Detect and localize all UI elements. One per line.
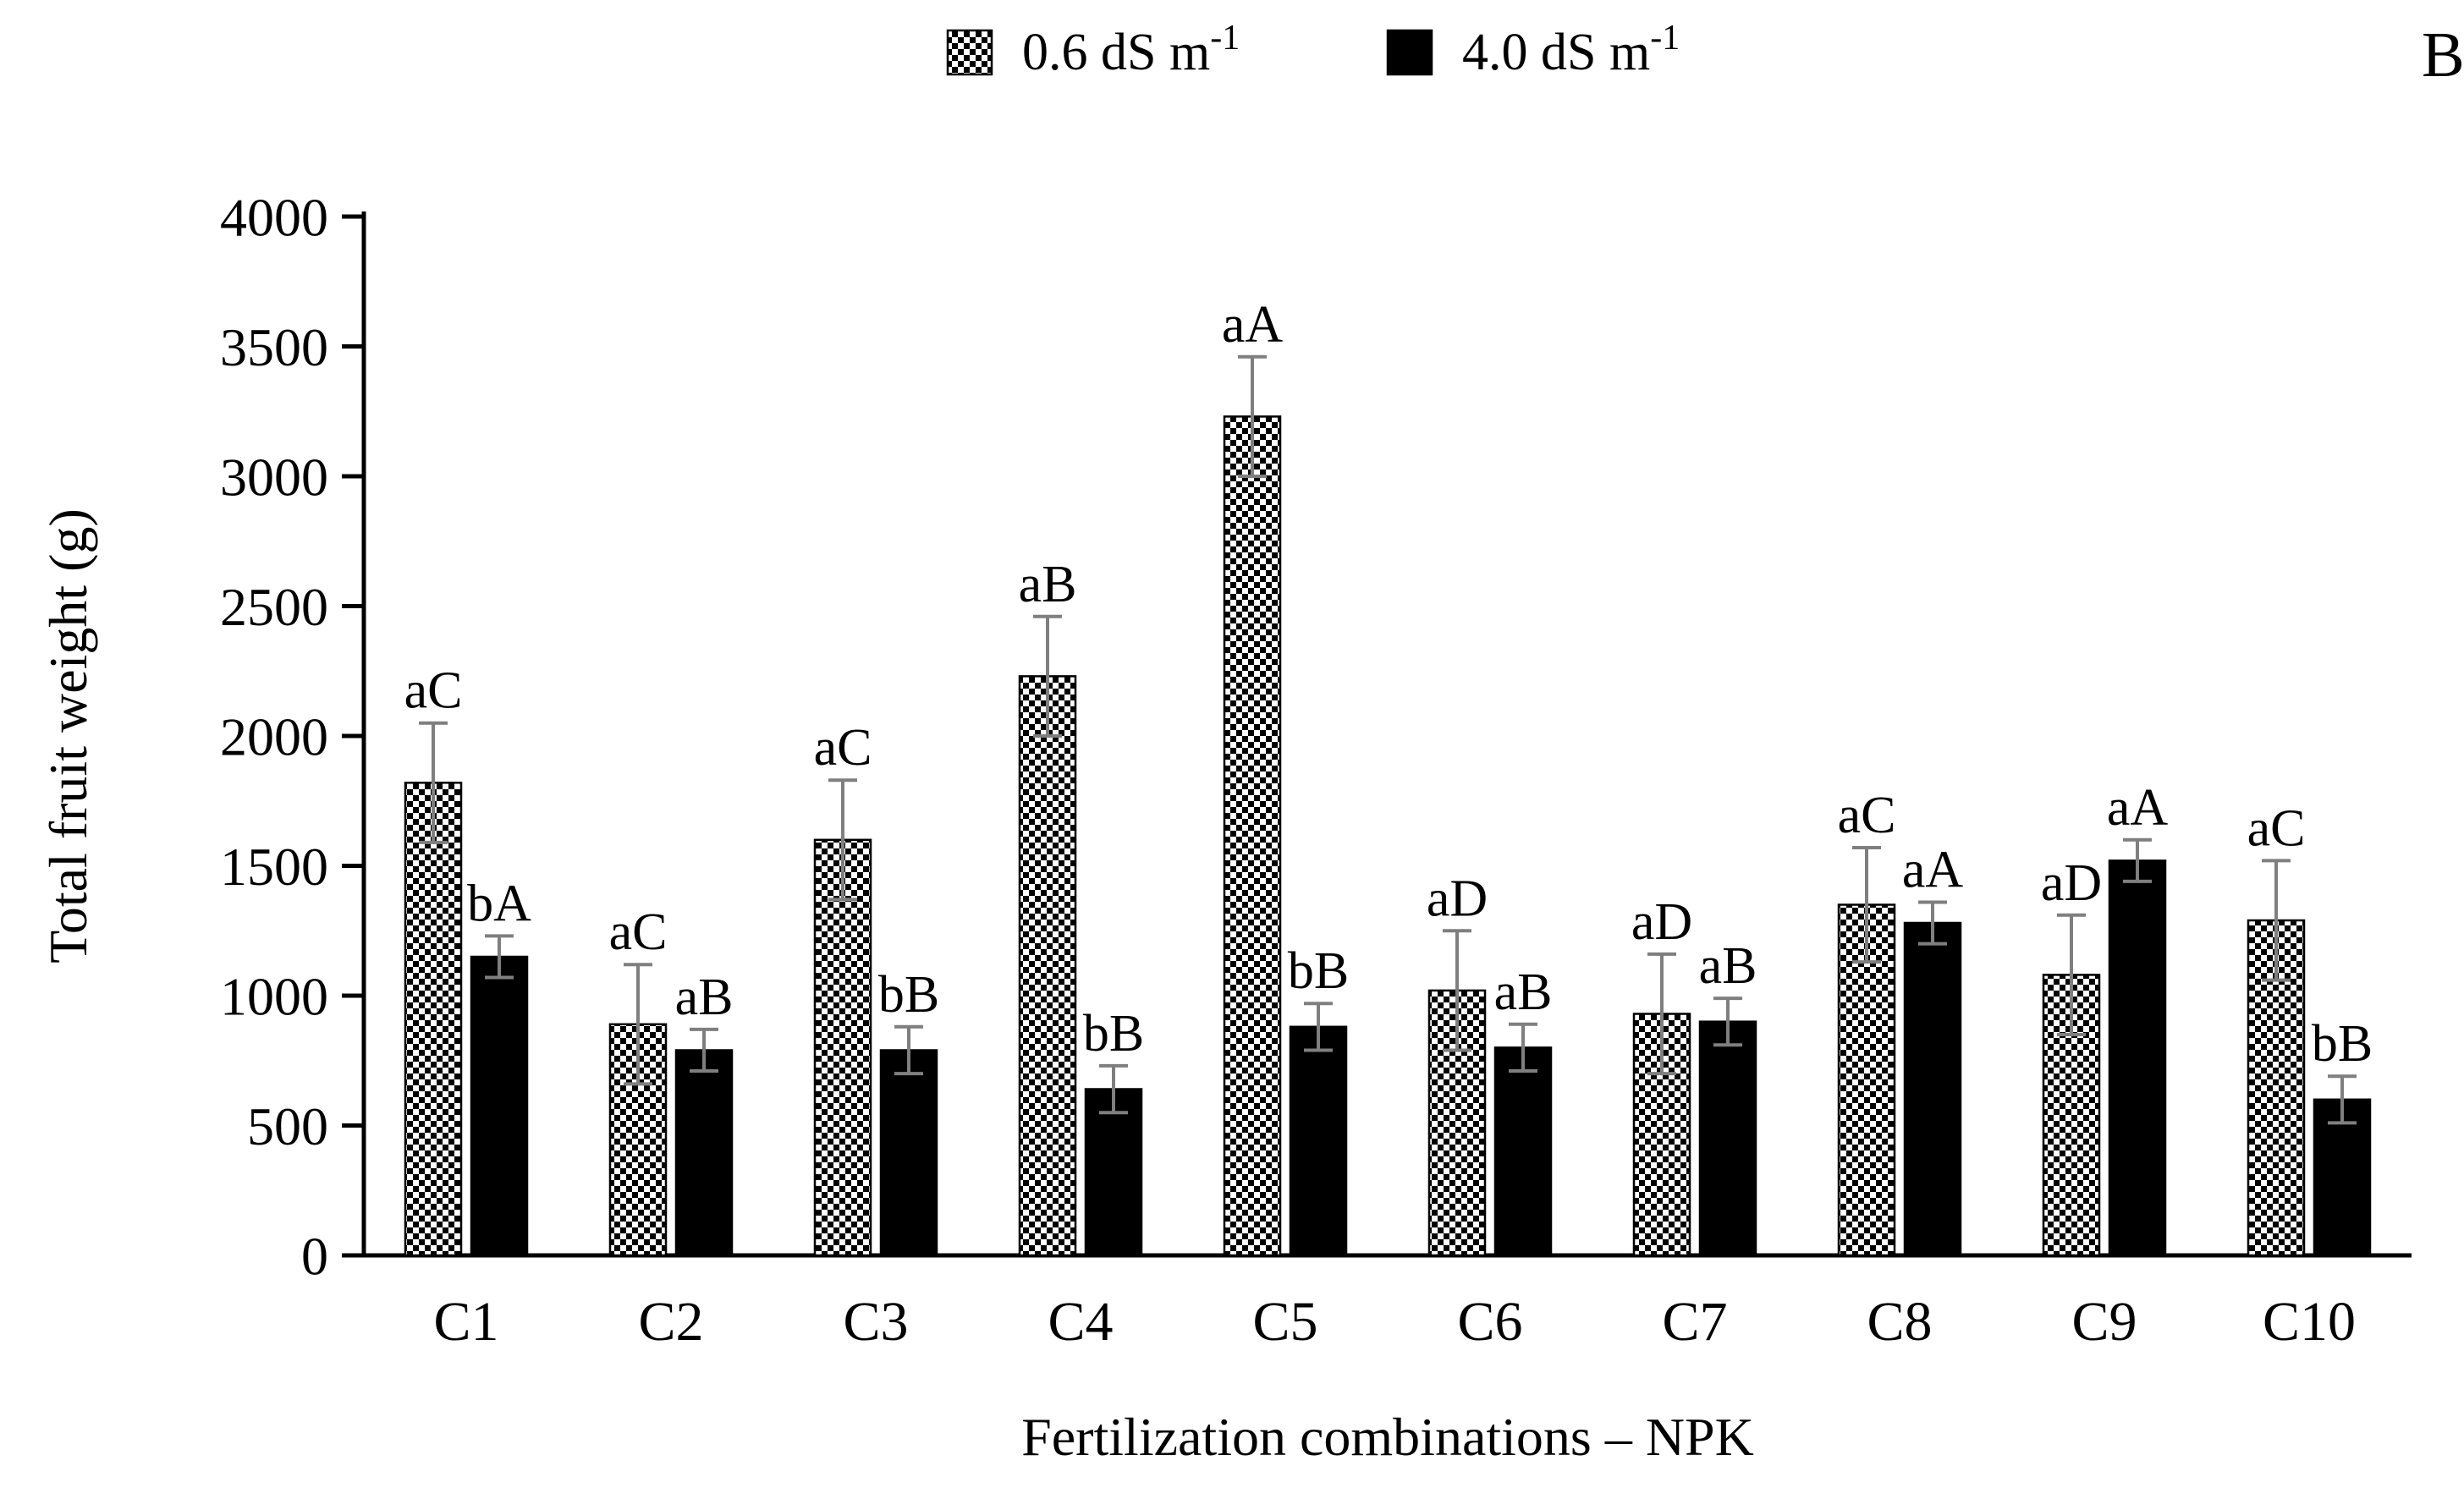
legend-label: 4.0 dS m-1 <box>1462 19 1680 81</box>
x-category-label: C2 <box>638 1291 703 1353</box>
significance-label: bB <box>878 966 939 1024</box>
x-category-label: C1 <box>433 1291 498 1353</box>
bar-solid-C2 <box>674 1049 734 1257</box>
x-category-label: C4 <box>1048 1291 1113 1353</box>
x-axis-title: Fertilization combinations – NPK <box>1021 1407 1754 1467</box>
bar-checkered-C4 <box>1018 675 1077 1257</box>
bar-checkered-C3 <box>813 838 872 1257</box>
significance-label: aD <box>1427 870 1488 927</box>
y-tick-label: 1000 <box>220 966 328 1026</box>
y-tick-label: 500 <box>247 1096 328 1156</box>
bar-chart-svg: 0 500 1000 1500 2000 2500 3000 3500 4000 C1 aC bA C2… <box>38 19 2412 1467</box>
significance-label: bB <box>1083 1005 1144 1062</box>
legend-swatch-solid <box>1386 29 1433 76</box>
y-tick-label: 1500 <box>220 837 328 897</box>
bar-solid-C9 <box>2108 859 2167 1257</box>
y-tick-label: 4000 <box>220 187 328 247</box>
significance-label: aA <box>2107 779 2169 837</box>
significance-label: bB <box>1288 942 1349 1000</box>
significance-label: aB <box>1699 937 1757 995</box>
significance-label: aC <box>814 719 872 777</box>
significance-label: aC <box>609 903 668 961</box>
y-tick-label: 3500 <box>220 317 328 377</box>
significance-label: aD <box>1631 893 1692 951</box>
significance-label: bB <box>2312 1015 2373 1073</box>
y-tick-label: 2000 <box>220 706 328 766</box>
significance-label: aC <box>404 662 463 720</box>
bar-checkered-C5 <box>1223 415 1282 1257</box>
bar-chart-figure: 0 500 1000 1500 2000 2500 3000 3500 4000 C1 aC bA C2… <box>34 14 2464 1485</box>
bar-solid-C10 <box>2313 1098 2372 1257</box>
bar-solid-C7 <box>1698 1020 1757 1257</box>
x-category-label: C8 <box>1867 1291 1932 1353</box>
significance-label: aC <box>1838 787 1896 844</box>
significance-label: aB <box>1494 964 1553 1021</box>
bar-checkered-C1 <box>404 782 463 1257</box>
significance-label: aA <box>1222 296 1284 354</box>
bar-solid-C3 <box>879 1049 938 1257</box>
x-category-label: C10 <box>2263 1291 2356 1353</box>
bar-solid-C1 <box>470 955 529 1257</box>
bar-solid-C5 <box>1289 1025 1348 1257</box>
y-tick-label: 2500 <box>220 577 328 637</box>
panel-label: B) <box>2422 19 2464 91</box>
legend-label: 0.6 dS m-1 <box>1022 19 1240 81</box>
significance-label: aD <box>2041 854 2102 912</box>
significance-label: aB <box>675 969 734 1026</box>
significance-label: bA <box>467 875 531 932</box>
x-category-label: C7 <box>1662 1291 1727 1353</box>
bar-solid-C6 <box>1493 1046 1553 1257</box>
x-category-label: C3 <box>843 1291 908 1353</box>
bar-solid-C4 <box>1084 1088 1143 1257</box>
y-tick-label: 3000 <box>220 447 328 507</box>
y-axis-title: Total fruit weight (g) <box>38 508 98 964</box>
significance-label: aC <box>2247 799 2306 857</box>
significance-label: aA <box>1902 842 1964 899</box>
x-category-label: C6 <box>1457 1291 1522 1353</box>
x-category-label: C9 <box>2071 1291 2137 1353</box>
x-category-label: C5 <box>1252 1291 1317 1353</box>
significance-label: aB <box>1019 556 1077 613</box>
y-tick-label: 0 <box>301 1226 328 1286</box>
bar-solid-C8 <box>1903 921 1962 1257</box>
legend-swatch-checkered <box>946 29 993 76</box>
